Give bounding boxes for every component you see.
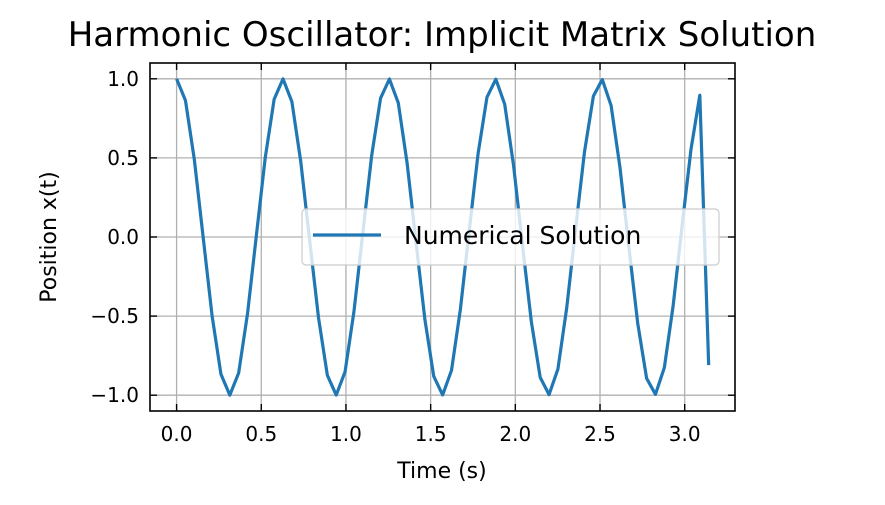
legend: Numerical Solution [301,208,720,266]
y-tick-label: −1.0 [90,383,139,407]
x-tick-label: 3.0 [669,422,701,446]
ticks: 0.0 0.5 1.0 1.5 2.0 2.5 3.0 1.0 0.5 0.0 −0.5 −1.0 [90,63,735,446]
x-tick-label: 0.0 [161,422,193,446]
x-tick-label: 0.5 [245,422,277,446]
y-tick-label: 1.0 [107,67,139,91]
x-tick-label: 2.5 [584,422,616,446]
plot-frame [149,62,736,412]
x-tick-label: 2.0 [499,422,531,446]
y-tick-label: 0.0 [107,225,139,249]
x-tick-label: 1.5 [415,422,447,446]
x-tick-label: 1.0 [330,422,362,446]
legend-box [301,208,720,266]
x-axis-label: Time (s) [396,459,486,484]
series-layer [175,77,711,397]
y-tick-label: −0.5 [90,304,139,328]
series-line-numerical-solution [175,77,711,397]
y-tick-label: 0.5 [107,146,139,170]
y-axis-label: Position x(t) [37,171,62,302]
chart-title: Harmonic Oscillator: Implicit Matrix Sol… [68,15,817,55]
legend-label-numerical-solution: Numerical Solution [404,221,641,250]
